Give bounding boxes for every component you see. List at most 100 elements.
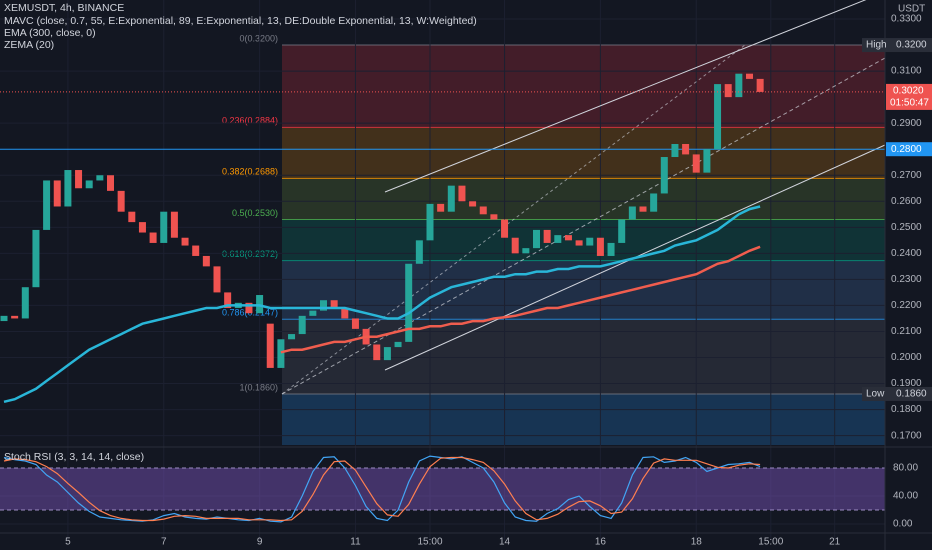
candle-body <box>383 347 391 361</box>
candle-body <box>351 318 359 329</box>
candle-body <box>564 235 572 241</box>
fib-label: 0.618(0.2372) <box>222 249 278 259</box>
candle-body <box>756 78 764 92</box>
stoch-title: Stoch RSI (3, 3, 14, 14, close) <box>4 451 144 463</box>
candle-body <box>533 229 540 249</box>
candle-body <box>692 154 700 173</box>
indicator-legend: MAVC (close, 0.7, 55, E:Exponential, 89,… <box>4 15 477 27</box>
candle-body <box>607 242 615 256</box>
channel-upper <box>384 0 867 193</box>
candle-body <box>202 255 210 267</box>
x-tick-label: 11 <box>350 537 361 548</box>
y-tick-label: 0.2000 <box>891 352 922 363</box>
candle-body <box>628 206 636 220</box>
candle-body <box>11 315 19 319</box>
fib-label: 0.382(0.2688) <box>222 167 278 177</box>
candle-body <box>128 211 136 223</box>
x-tick-label: 15:00 <box>758 537 783 548</box>
y-tick-label: 0.2700 <box>891 170 922 181</box>
x-tick-label: 18 <box>691 537 703 548</box>
candle-body <box>309 310 317 316</box>
countdown: 01:50:47 <box>890 98 929 109</box>
candle-body <box>96 175 104 181</box>
candle-body <box>149 232 157 243</box>
candle-body <box>671 143 679 158</box>
y-tick-label: 0.3300 <box>891 14 922 25</box>
x-tick-label: 7 <box>161 537 167 548</box>
candle-body <box>160 211 168 243</box>
fib-label: 0.236(0.2884) <box>222 116 278 126</box>
candle-body <box>288 334 296 340</box>
y-tick-label: 0.3100 <box>891 66 922 77</box>
candle-body <box>618 219 626 243</box>
candle-body <box>245 302 253 314</box>
low-price: 0.1860 <box>896 389 927 400</box>
candle-body <box>479 206 487 215</box>
candle-body <box>266 323 274 368</box>
candle-body <box>724 84 732 98</box>
y-tick-label: 0.1900 <box>891 378 922 389</box>
candle-body <box>32 229 40 288</box>
candle-body <box>320 300 327 311</box>
low-tag <box>862 386 932 401</box>
candle-body <box>256 295 264 314</box>
high-price: 0.3200 <box>896 40 927 51</box>
level-label-box <box>886 142 932 157</box>
candle-body <box>213 266 221 293</box>
x-tick-label: 16 <box>595 537 607 548</box>
fib-band <box>282 260 885 320</box>
fib-band <box>282 178 885 220</box>
candle-body <box>138 222 146 233</box>
high-label: High <box>866 40 887 51</box>
candle-body <box>543 229 551 243</box>
candle-body <box>682 143 690 155</box>
fib-band <box>282 127 885 179</box>
candle-body <box>447 185 455 212</box>
candle-body <box>458 185 466 202</box>
candle-body <box>575 240 583 246</box>
fib-label: 0(0.3200) <box>239 33 278 43</box>
candle-body <box>650 193 658 212</box>
candle-body <box>170 211 178 238</box>
candle-body <box>53 180 61 207</box>
candle-body <box>43 180 51 230</box>
candle-body <box>660 157 668 194</box>
x-tick-label: 5 <box>65 537 71 548</box>
candle-body <box>714 84 722 150</box>
indicator-line <box>280 245 761 354</box>
candle-body <box>0 315 8 322</box>
indicator-legend: ZEMA (20) <box>4 39 54 51</box>
candle-body <box>469 201 477 207</box>
currency: USDT <box>898 4 925 15</box>
channel-mid <box>281 57 886 395</box>
x-tick-label: 9 <box>257 537 263 548</box>
fib-zone: 0(0.3200) 0.236(0.2884) 0.382(0.2688) 0.5(0… <box>222 33 885 445</box>
last-price: 0.3020 <box>893 86 924 97</box>
indicator-line <box>3 205 761 404</box>
candle-body <box>181 237 189 246</box>
y-tick-label: 0.2600 <box>891 196 922 207</box>
candle-body <box>490 214 498 220</box>
candle-body <box>64 170 72 207</box>
y-tick-label: 0.1800 <box>891 404 922 415</box>
overlay: 0.1700 0.1800 0.1900 0.2000 0.2100 0.2200 0.23… <box>65 14 932 548</box>
candle-body <box>735 73 743 98</box>
rsi-band <box>0 467 885 510</box>
candle-body <box>703 149 711 173</box>
candle-body <box>511 237 519 254</box>
candle-body <box>341 308 349 319</box>
candle-body <box>192 245 200 256</box>
last-price-box <box>886 83 932 110</box>
x-tick-label: 14 <box>499 537 511 548</box>
level-label: 0.2800 <box>891 144 922 155</box>
candle-body <box>586 237 594 246</box>
candle-body <box>415 240 423 264</box>
candle-body <box>373 344 381 361</box>
fib-diagonal <box>281 44 746 395</box>
high-tag <box>862 38 932 53</box>
y-tick-label: 0.2300 <box>891 274 922 285</box>
fib-band <box>282 319 885 394</box>
candle-body <box>426 203 434 241</box>
y-tick-label: 0.2500 <box>891 222 922 233</box>
